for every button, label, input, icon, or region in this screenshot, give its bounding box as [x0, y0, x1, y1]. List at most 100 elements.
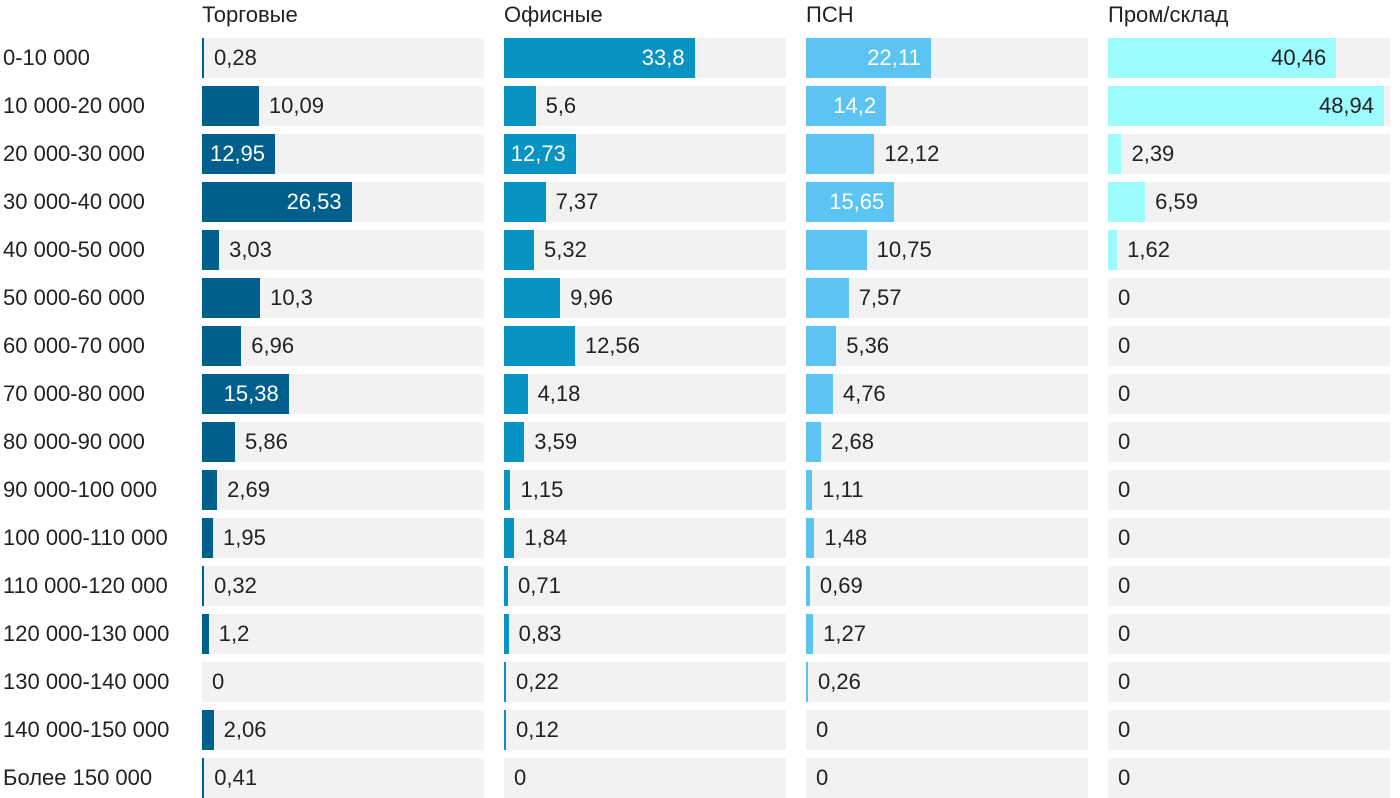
data-label: 0,26 — [818, 669, 861, 694]
data-label: 0 — [212, 669, 225, 694]
bar-track: 12,95 — [202, 134, 484, 174]
bar — [202, 710, 214, 750]
bar — [504, 326, 575, 366]
bar-track: 26,53 — [202, 182, 484, 222]
bar-track: 3,59 — [504, 422, 786, 462]
bar-track: 0 — [1108, 326, 1390, 366]
bar — [202, 374, 289, 414]
data-label: 10,75 — [876, 237, 932, 262]
bar-track: 5,36 — [806, 326, 1088, 366]
panel-title: ПСН — [806, 2, 854, 27]
bar-track: 0 — [806, 710, 1088, 750]
bar-track: 7,57 — [806, 278, 1088, 318]
panel-title: Офисные — [504, 2, 603, 27]
data-label: 1,62 — [1127, 237, 1170, 262]
bar-track: 5,32 — [504, 230, 786, 270]
bar-track: 0,28 — [202, 38, 484, 78]
data-label: 0 — [1118, 525, 1131, 550]
bar — [504, 470, 511, 510]
data-label: 0 — [1118, 669, 1131, 694]
bar-track: 0,22 — [504, 662, 786, 702]
bar-track: 0,71 — [504, 566, 786, 606]
bar — [202, 422, 236, 462]
bar — [202, 614, 209, 654]
data-label: 7,37 — [555, 189, 599, 214]
bar-track: 2,39 — [1108, 134, 1390, 174]
bar-track: 6,59 — [1108, 182, 1390, 222]
bar — [504, 662, 506, 702]
category-label: 110 000-120 000 — [3, 573, 168, 598]
data-label: 10,09 — [268, 93, 324, 118]
bar — [504, 278, 561, 318]
bar-track: 2,68 — [806, 422, 1088, 462]
bar-track: 0 — [806, 758, 1088, 798]
bar-track: 15,38 — [202, 374, 484, 414]
category-label: 20 000-30 000 — [3, 141, 145, 166]
bar-track: 15,65 — [806, 182, 1088, 222]
data-label: 0 — [816, 765, 829, 790]
bar — [504, 38, 695, 78]
bar — [806, 326, 837, 366]
data-label: 1,2 — [218, 621, 250, 646]
bar-track: 10,75 — [806, 230, 1088, 270]
data-label: 0 — [1118, 429, 1131, 454]
bar — [806, 614, 814, 654]
bar — [202, 470, 218, 510]
data-label: 12,73 — [510, 141, 566, 166]
bar — [806, 182, 895, 222]
bar — [504, 518, 515, 558]
bar — [504, 182, 546, 222]
bar-track: 0 — [202, 662, 484, 702]
data-label: 0 — [816, 717, 829, 742]
data-label: 3,03 — [229, 237, 272, 262]
bar — [806, 518, 815, 558]
bar — [202, 278, 261, 318]
bar-track: 4,18 — [504, 374, 786, 414]
category-label: 0-10 000 — [3, 45, 90, 70]
data-label: 1,27 — [823, 621, 866, 646]
data-label: 0 — [514, 765, 527, 790]
bar-track: 5,6 — [504, 86, 786, 126]
bar-track: 10,3 — [202, 278, 484, 318]
bar — [504, 710, 506, 750]
data-label: 0 — [1118, 765, 1131, 790]
category-label: 100 000-110 000 — [3, 525, 168, 550]
category-label: 70 000-80 000 — [3, 381, 145, 406]
bar — [202, 566, 204, 606]
data-label: 12,56 — [584, 333, 640, 358]
bar — [806, 134, 875, 174]
bar-track: 0,32 — [202, 566, 484, 606]
data-label: 5,86 — [245, 429, 288, 454]
data-label: 4,18 — [537, 381, 581, 406]
data-label: 0 — [1118, 717, 1131, 742]
bar-track: 0 — [504, 758, 786, 798]
category-label: 50 000-60 000 — [3, 285, 145, 310]
bar — [202, 326, 242, 366]
bar-track: 0,12 — [504, 710, 786, 750]
bar-track: 12,73 — [504, 134, 786, 174]
data-label: 5,32 — [544, 237, 587, 262]
bar — [806, 278, 849, 318]
bar-track: 40,46 — [1108, 38, 1390, 78]
bar — [504, 86, 536, 126]
data-label: 15,65 — [829, 189, 885, 214]
bar-track: 0 — [1108, 758, 1390, 798]
bar — [806, 374, 833, 414]
category-label: 10 000-20 000 — [3, 93, 145, 118]
data-label: 48,94 — [1318, 93, 1375, 118]
bar-track: 5,86 — [202, 422, 484, 462]
bar-track: 14,2 — [806, 86, 1088, 126]
bar-track: 12,12 — [806, 134, 1088, 174]
bar — [1108, 134, 1122, 174]
data-label: 1,11 — [822, 477, 864, 502]
bar-track: 10,09 — [202, 86, 484, 126]
bar — [806, 470, 813, 510]
bar — [806, 566, 810, 606]
bar — [504, 614, 509, 654]
bar-track: 1,15 — [504, 470, 786, 510]
data-label: 0,12 — [516, 717, 559, 742]
bar-track: 48,94 — [1108, 86, 1390, 126]
bar — [1108, 230, 1118, 270]
data-label: 9,96 — [570, 285, 613, 310]
data-label: 0 — [1118, 285, 1131, 310]
